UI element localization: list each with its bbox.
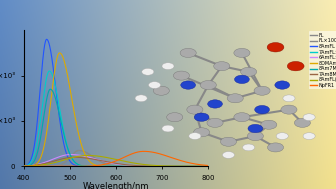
Circle shape xyxy=(162,63,174,70)
Circle shape xyxy=(214,62,230,71)
Circle shape xyxy=(194,128,210,137)
Circle shape xyxy=(149,82,161,88)
Circle shape xyxy=(235,75,249,84)
Circle shape xyxy=(267,143,284,152)
Circle shape xyxy=(267,43,284,52)
Circle shape xyxy=(283,95,295,102)
X-axis label: Wavelength/nm: Wavelength/nm xyxy=(83,182,149,189)
Circle shape xyxy=(181,81,196,89)
Circle shape xyxy=(303,114,315,121)
Circle shape xyxy=(234,113,250,122)
Circle shape xyxy=(276,133,288,139)
Circle shape xyxy=(303,133,315,139)
Circle shape xyxy=(247,132,263,141)
Circle shape xyxy=(180,48,196,57)
Circle shape xyxy=(275,81,290,89)
Circle shape xyxy=(142,68,154,75)
Circle shape xyxy=(200,81,216,90)
Circle shape xyxy=(248,124,263,133)
Circle shape xyxy=(287,61,304,71)
Circle shape xyxy=(255,105,269,114)
Circle shape xyxy=(243,144,255,151)
Circle shape xyxy=(220,137,237,146)
Circle shape xyxy=(187,105,203,114)
Circle shape xyxy=(234,48,250,57)
Circle shape xyxy=(208,100,222,108)
Circle shape xyxy=(222,152,235,158)
Circle shape xyxy=(241,67,257,76)
Circle shape xyxy=(173,71,190,80)
Legend: FL, FL×100, 8AmFL, 7AmFL×10, 6AmFL×10, 8DMAmFL, 8Am7MeFL, 7Am8MeFL×10, 8AmFL(wat: FL, FL×100, 8AmFL, 7AmFL×10, 6AmFL×10, 8… xyxy=(309,31,336,89)
Circle shape xyxy=(227,94,243,103)
Circle shape xyxy=(207,118,223,127)
Circle shape xyxy=(162,125,174,132)
Circle shape xyxy=(261,120,277,129)
Circle shape xyxy=(153,86,169,95)
Circle shape xyxy=(135,95,147,102)
Circle shape xyxy=(281,105,297,114)
Circle shape xyxy=(167,113,183,122)
Circle shape xyxy=(194,113,209,121)
Circle shape xyxy=(254,86,270,95)
Circle shape xyxy=(189,133,201,139)
Circle shape xyxy=(294,118,310,127)
